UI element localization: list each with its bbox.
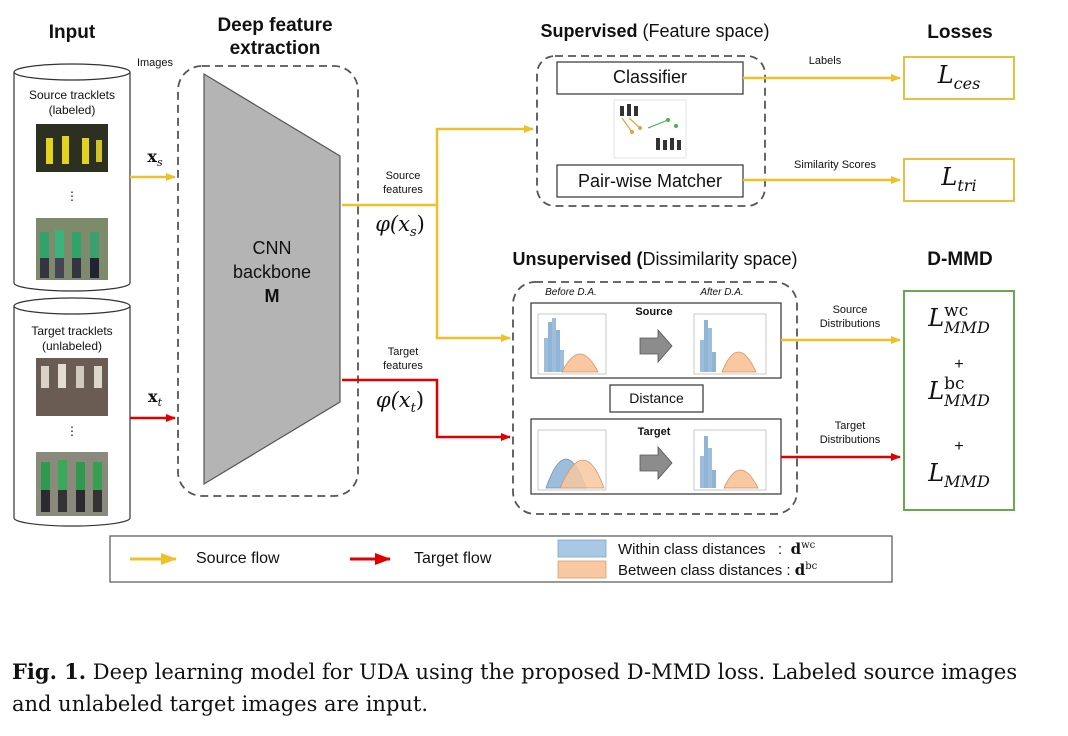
target-features-line2: features <box>383 360 423 372</box>
supervised-box <box>536 55 766 207</box>
source-ellipsis: ⋮ <box>66 189 78 203</box>
xs-symbol: xs <box>147 147 163 170</box>
source-database-cylinder <box>13 63 131 292</box>
dmmd-box <box>903 290 1015 511</box>
phi-xs: φ(xs) <box>375 212 425 241</box>
input-header: Input <box>48 22 96 43</box>
target-dist-line2: Distributions <box>819 434 881 446</box>
target-dist-line1: Target <box>834 420 866 432</box>
distance-box <box>609 384 704 413</box>
labels-label: Labels <box>808 55 842 67</box>
source-to-supervised-arrow <box>342 125 534 207</box>
figure-caption: Fig. 1. Deep learning model for UDA usin… <box>12 656 1052 720</box>
legend-box <box>109 535 893 583</box>
dmmd-plus-2: + <box>954 438 964 455</box>
source-to-unsupervised-arrow <box>435 205 511 342</box>
source-distribution-panel <box>530 302 782 379</box>
images-label: Images <box>136 57 174 69</box>
unsupervised-header: Unsupervised (Dissimilarity space) <box>512 249 798 269</box>
source-panel-label: Source <box>635 306 673 318</box>
cnn-backbone-shape <box>203 72 341 486</box>
target-to-unsupervised-arrow <box>342 378 511 441</box>
dmmd-header: D-MMD <box>927 249 993 270</box>
embedding-illustration <box>613 99 687 159</box>
target-database-cylinder <box>13 297 131 527</box>
uda-diagram <box>13 55 1015 583</box>
legend-target-label: Target flow <box>414 550 492 567</box>
tri-loss-box <box>903 158 1015 202</box>
cnn-label-line3: M <box>264 286 280 306</box>
after-da-label: After D.A. <box>700 287 744 298</box>
xt-symbol: xt <box>148 387 162 410</box>
distance-label: Distance <box>629 390 684 406</box>
caption-text: Deep learning model for UDA using the pr… <box>12 660 1018 716</box>
tri-loss: Ltri <box>941 163 977 195</box>
source-features-line1: Source <box>385 170 421 182</box>
supervised-header: Supervised (Feature space) <box>540 21 770 41</box>
legend-between-label: Between class distances : dbc <box>618 561 818 579</box>
unsupervised-box <box>512 281 798 515</box>
similarity-label: Similarity Scores <box>794 159 876 171</box>
ces-loss: Lces <box>937 61 981 93</box>
within-class-swatch <box>557 539 607 558</box>
extraction-header-line2: extraction <box>229 38 321 59</box>
cnn-label-line2: backbone <box>232 262 312 282</box>
target-unlabeled-label: (unlabeled) <box>41 339 103 353</box>
dmmd-mmd-term: LMMD <box>928 459 990 491</box>
cnn-label-line1: CNN <box>252 238 292 258</box>
target-panel-label: Target <box>637 426 671 438</box>
source-features-line2: features <box>383 184 423 196</box>
source-dist-line1: Source <box>832 304 868 316</box>
legend-source-label: Source flow <box>196 550 280 567</box>
target-ellipsis: ⋮ <box>66 424 78 438</box>
between-class-swatch <box>557 560 607 579</box>
losses-header: Losses <box>927 22 993 43</box>
target-distribution-panel <box>530 418 782 495</box>
caption-label: Fig. 1. <box>12 659 87 684</box>
matcher-box <box>556 164 744 198</box>
target-tracklets-label: Target tracklets <box>31 324 113 338</box>
feature-extraction-box <box>177 65 359 497</box>
extraction-header-line1: Deep feature <box>217 15 333 36</box>
target-features-line1: Target <box>387 346 419 358</box>
matcher-label: Pair-wise Matcher <box>577 171 723 191</box>
dmmd-plus-1: + <box>954 356 964 373</box>
source-tracklets-label: Source tracklets <box>28 88 116 102</box>
legend-within-label: Within class distances : dwc <box>618 540 816 558</box>
phi-xt: φ(xt) <box>375 388 425 417</box>
before-da-label: Before D.A. <box>545 287 597 298</box>
classifier-label: Classifier <box>612 67 687 87</box>
ces-loss-box <box>903 56 1015 100</box>
source-dist-line2: Distributions <box>819 318 881 330</box>
source-labeled-label: (labeled) <box>48 103 96 117</box>
